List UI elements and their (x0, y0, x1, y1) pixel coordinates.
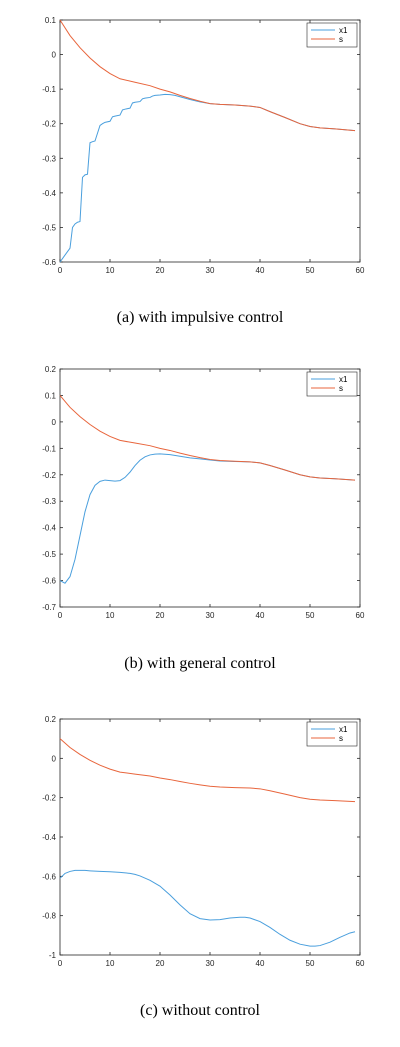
legend-label-s: s (339, 734, 343, 743)
y-tick-label: -0.6 (42, 872, 56, 881)
x-tick-label: 10 (106, 266, 115, 275)
series-line-s (59, 19, 356, 132)
plot-area (59, 19, 361, 263)
x-tick-label: 20 (156, 611, 165, 620)
y-tick-label: 0 (52, 754, 57, 763)
y-tick-label: -0.1 (42, 85, 56, 94)
chart-without-control: 0 10 20 30 40 50 60 0.2 0 -0.2 -0.4 -0.6 -0.8 -1 x1s (42, 715, 365, 968)
x-tick-label: 40 (256, 266, 265, 275)
y-tick-label: 0.2 (45, 715, 57, 724)
y-tick-label: -0.4 (42, 189, 56, 198)
x-tick-label: 30 (206, 959, 215, 968)
y-tick-label: -0.2 (42, 120, 56, 129)
x-tick-label: 50 (306, 611, 315, 620)
y-tick-label: -0.4 (42, 524, 56, 533)
x-tick-label: 10 (106, 611, 115, 620)
y-tick-label: 0.1 (45, 391, 57, 400)
x-tick-label: 0 (58, 959, 63, 968)
y-tick-label: -0.4 (42, 833, 56, 842)
y-tick-label: -0.6 (42, 258, 56, 267)
y-tick-label: -0.5 (42, 550, 56, 559)
legend-box (306, 22, 358, 48)
chart-impulsive-control: 0 10 20 30 40 50 60 0.1 0 -0.1 -0.2 -0.3 -0.4 -0.5 -0.… (42, 16, 365, 275)
x-tick-label: 10 (106, 959, 115, 968)
x-tick-label: 0 (58, 266, 63, 275)
x-tick-label: 0 (58, 611, 63, 620)
x-tick-label: 20 (156, 266, 165, 275)
caption-impulsive-control: (a) with impulsive control (116, 309, 284, 326)
legend-label-s: s (339, 35, 343, 44)
series-line-s (59, 738, 356, 803)
legend-label-x1: x1 (339, 725, 348, 734)
x-tick-label: 50 (306, 266, 315, 275)
y-tick-label: -0.3 (42, 154, 56, 163)
y-tick-label: -0.5 (42, 223, 56, 232)
x-tick-label: 30 (206, 611, 215, 620)
plot-area (59, 718, 361, 956)
x-tick-label: 20 (156, 959, 165, 968)
legend-box (306, 371, 358, 397)
y-tick-label: 0.1 (45, 16, 57, 25)
y-tick-label: -0.8 (42, 912, 56, 921)
x-tick-label: 60 (356, 266, 365, 275)
y-tick-label: -0.2 (42, 794, 56, 803)
chart-general-control: 0 10 20 30 40 50 60 0.2 0.1 0 -0.1 -0.2 -0.3 -0.4 -0.5… (42, 365, 365, 620)
plot-area (59, 368, 361, 608)
y-tick-label: -0.1 (42, 444, 56, 453)
x-tick-label: 60 (356, 611, 365, 620)
y-tick-label: -1 (49, 951, 57, 960)
x-tick-label: 30 (206, 266, 215, 275)
y-tick-label: -0.7 (42, 603, 56, 612)
x-tick-label: 40 (256, 611, 265, 620)
y-tick-label: 0 (52, 418, 57, 427)
legend-label-x1: x1 (339, 26, 348, 35)
legend-label-s: s (339, 384, 343, 393)
y-tick-label: -0.2 (42, 471, 56, 480)
x-tick-label: 50 (306, 959, 315, 968)
x-tick-label: 60 (356, 959, 365, 968)
legend-label-x1: x1 (339, 375, 348, 384)
series-line-x1 (59, 869, 356, 947)
x-tick-label: 40 (256, 959, 265, 968)
y-tick-label: 0.2 (45, 365, 57, 374)
caption-general-control: (b) with general control (124, 655, 276, 672)
legend-box (306, 721, 358, 747)
y-tick-label: -0.3 (42, 497, 56, 506)
y-tick-label: -0.6 (42, 577, 56, 586)
series-line-s (59, 395, 356, 481)
caption-without-control: (c) without control (140, 1002, 260, 1019)
y-tick-label: 0 (52, 51, 57, 60)
